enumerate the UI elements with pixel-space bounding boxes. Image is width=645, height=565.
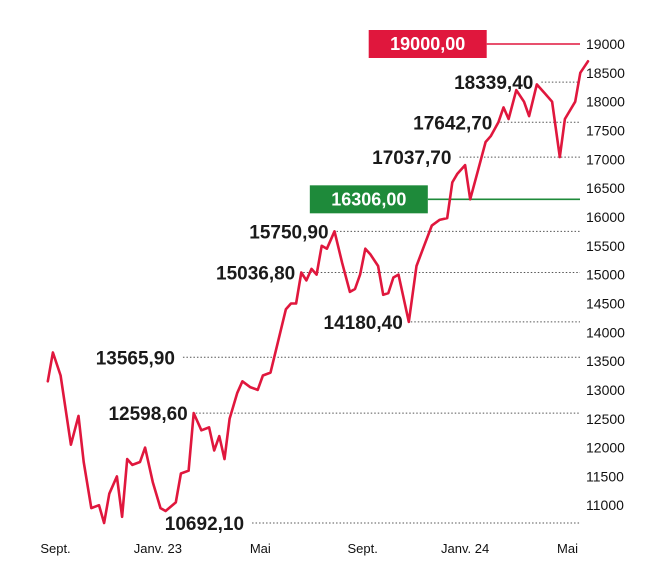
y-tick-label: 13000 bbox=[586, 382, 625, 398]
y-tick-label: 15000 bbox=[586, 267, 625, 283]
value-badge-label: 16306,00 bbox=[331, 189, 406, 209]
price-line bbox=[46, 59, 590, 525]
value-annotation-label: 13565,90 bbox=[96, 348, 175, 369]
x-tick-label: Sept. bbox=[348, 541, 378, 556]
y-axis: 11000 11500 12000 12500 13000 13500 14000 14500… bbox=[586, 36, 625, 513]
y-tick-label: 14000 bbox=[586, 324, 625, 340]
x-tick-label: Sept. bbox=[40, 541, 70, 556]
y-tick-label: 16000 bbox=[586, 209, 625, 225]
value-badge bbox=[368, 30, 487, 58]
value-annotation-label: 10692,10 bbox=[165, 514, 244, 535]
y-tick-label: 12500 bbox=[586, 411, 625, 427]
annotations-group: 19000,00 18339,40 17642,70 17037,70 16306,00… bbox=[96, 30, 533, 535]
reference-lines bbox=[182, 43, 580, 524]
x-tick-label: Janv. 24 bbox=[441, 541, 489, 556]
x-tick-label: Janv. 23 bbox=[134, 541, 182, 556]
value-annotation-label: 15036,80 bbox=[216, 264, 295, 285]
y-tick-label: 12000 bbox=[586, 440, 625, 456]
x-tick-label: Mai bbox=[557, 541, 578, 556]
value-annotation-label: 18339,40 bbox=[454, 73, 533, 94]
x-axis: Sept. Janv. 23 Mai Sept. Janv. 24 Mai bbox=[40, 541, 578, 556]
y-tick-label: 18500 bbox=[586, 65, 625, 81]
y-tick-label: 17500 bbox=[586, 122, 625, 138]
value-annotation-label: 14180,40 bbox=[324, 313, 403, 334]
y-tick-label: 18000 bbox=[586, 94, 625, 110]
value-annotation-label: 17037,70 bbox=[372, 148, 451, 169]
y-tick-label: 13500 bbox=[586, 353, 625, 369]
y-tick-label: 14500 bbox=[586, 295, 625, 311]
y-tick-label: 16500 bbox=[586, 180, 625, 196]
y-tick-label: 15500 bbox=[586, 238, 625, 254]
value-annotation-label: 15750,90 bbox=[249, 222, 328, 243]
y-tick-label: 19000 bbox=[586, 36, 625, 52]
value-annotation-label: 17642,70 bbox=[413, 113, 492, 134]
value-badge-label: 19000,00 bbox=[390, 34, 465, 54]
y-tick-label: 11000 bbox=[586, 497, 624, 513]
y-tick-label: 17000 bbox=[586, 151, 625, 167]
value-annotation-label: 12598,60 bbox=[108, 404, 187, 425]
value-badge bbox=[309, 185, 428, 214]
series-group bbox=[46, 59, 590, 525]
x-tick-label: Mai bbox=[250, 541, 271, 556]
y-tick-label: 11500 bbox=[586, 468, 624, 484]
